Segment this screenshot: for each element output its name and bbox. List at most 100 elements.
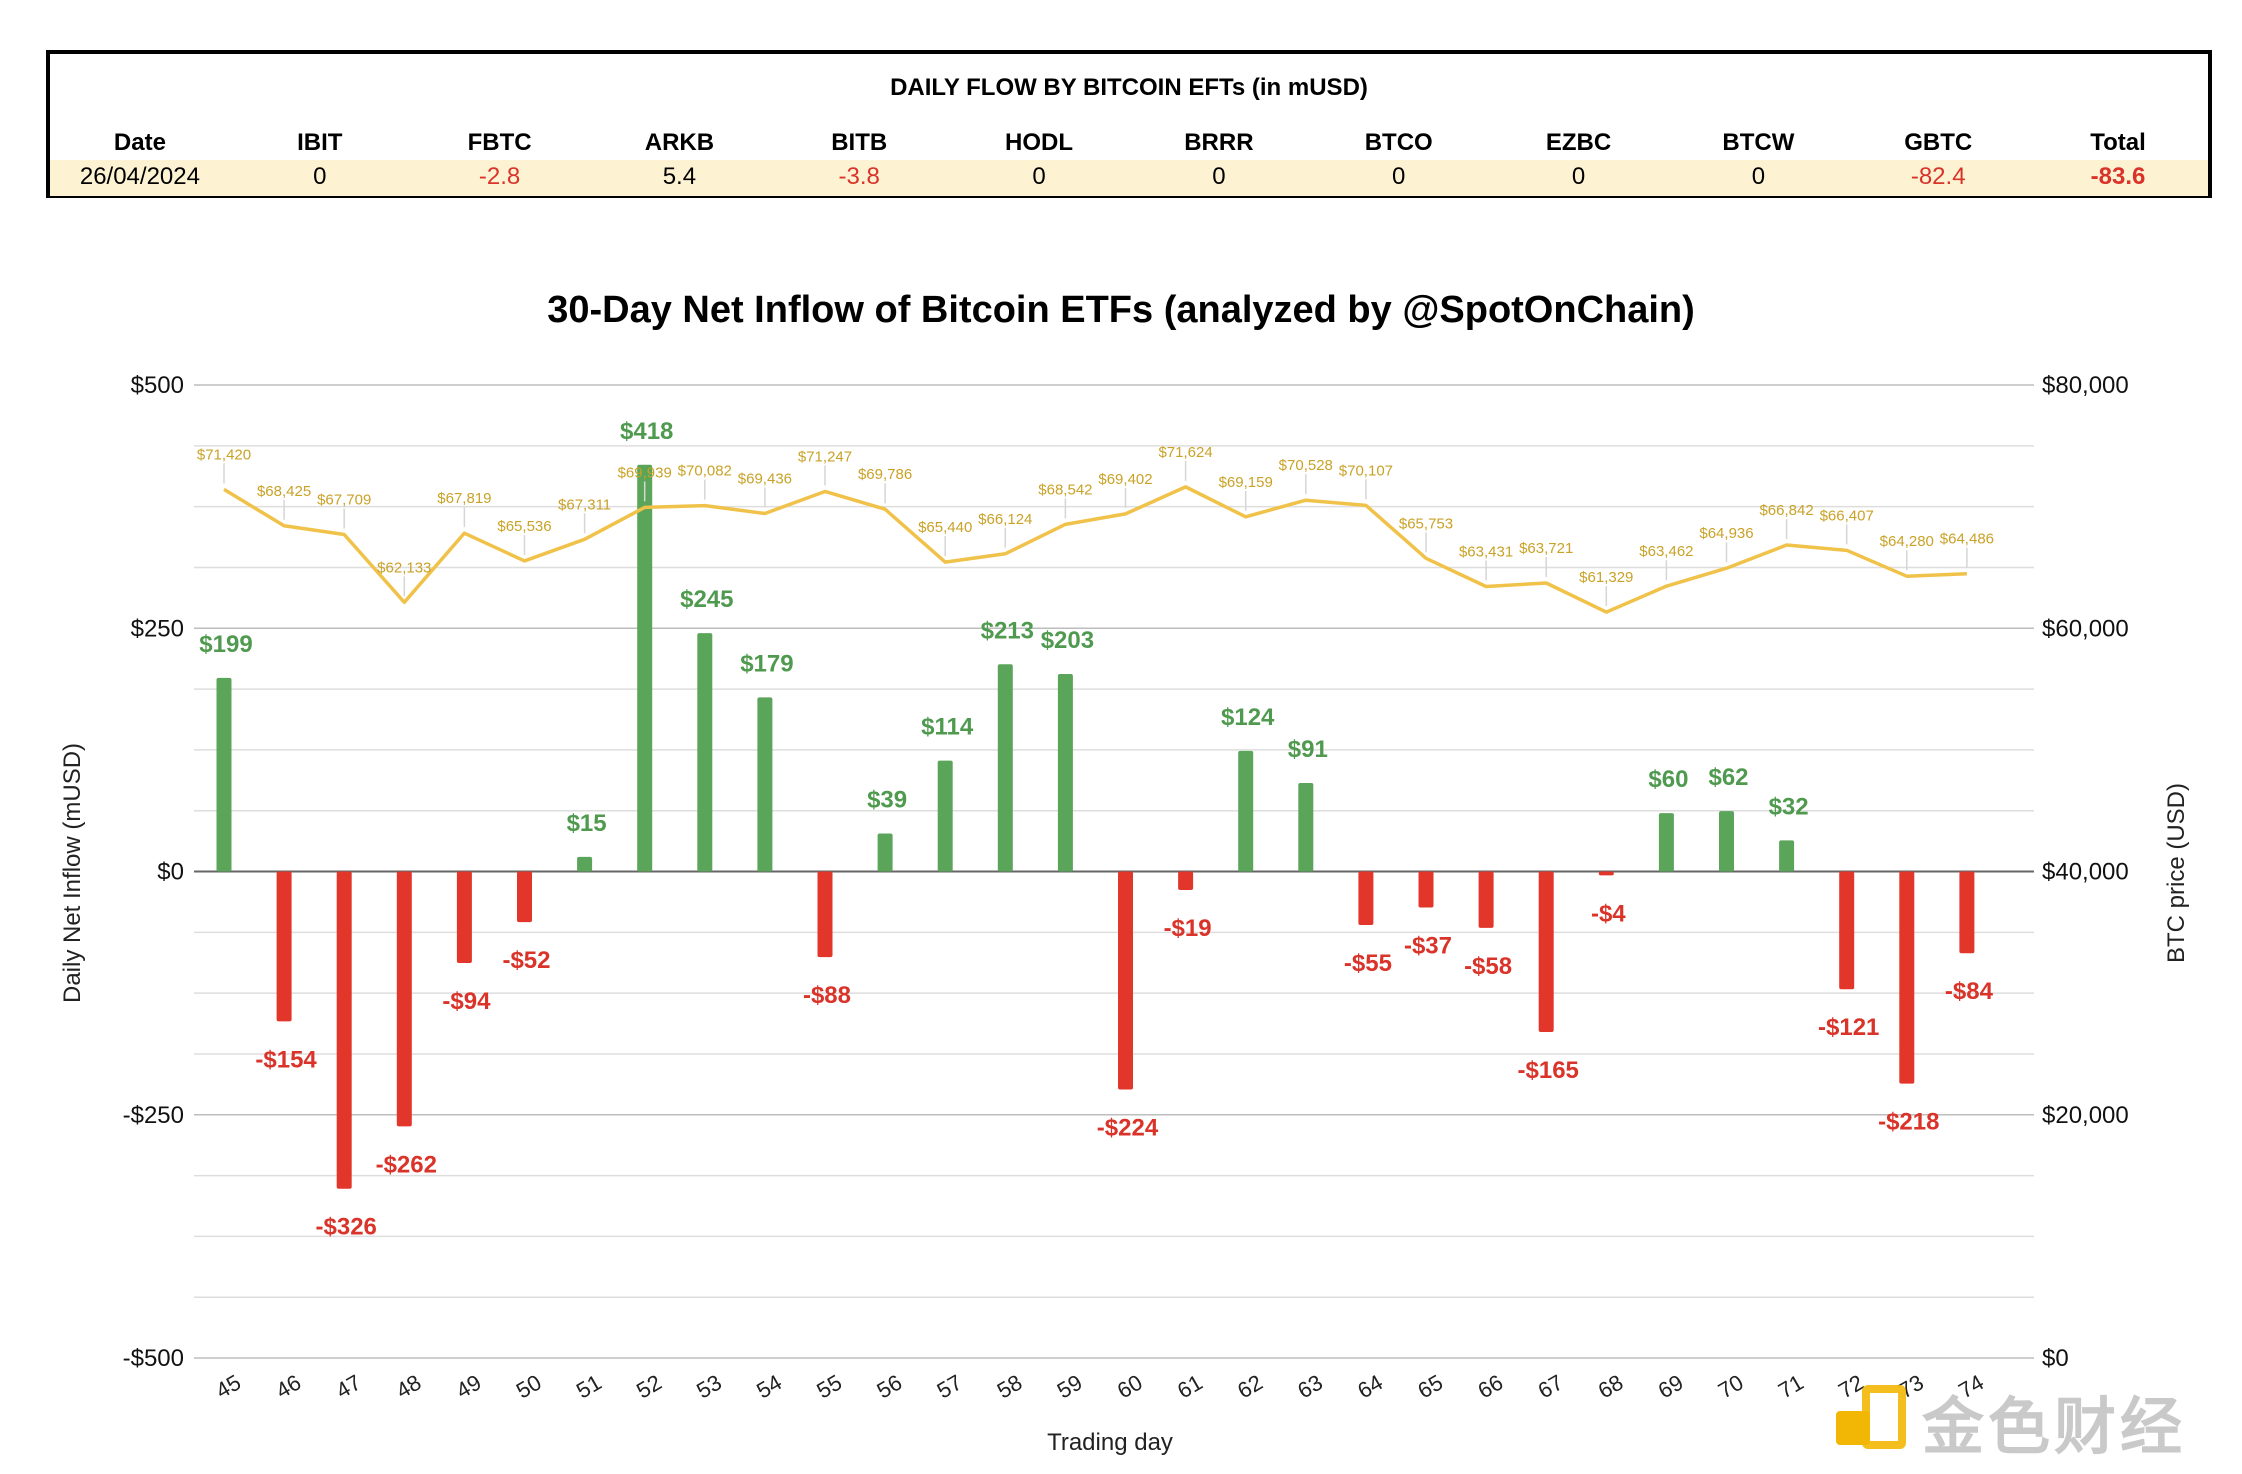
y2-tick-label: $0 xyxy=(2042,1345,2069,1372)
bar-value-label: -$84 xyxy=(1945,978,1994,1005)
x-tick-label: 45 xyxy=(211,1370,245,1404)
bar xyxy=(1118,871,1133,1090)
y-axis-label: Daily Net Inflow (mUSD) xyxy=(59,743,86,1003)
bar-value-label: $60 xyxy=(1648,766,1688,793)
bar xyxy=(697,633,713,872)
bar-value-label: $245 xyxy=(680,586,733,613)
bar-value-label: -$165 xyxy=(1518,1057,1579,1084)
price-label: $63,721 xyxy=(1519,540,1573,557)
x-tick-label: 55 xyxy=(812,1370,846,1404)
x-tick-label: 66 xyxy=(1473,1370,1507,1404)
price-label: $70,107 xyxy=(1339,462,1393,479)
cell-total: -83.6 xyxy=(2090,163,2146,190)
header-brrr: BRRR xyxy=(1184,129,1254,156)
price-label: $71,247 xyxy=(798,448,852,465)
x-tick-label: 67 xyxy=(1534,1370,1568,1404)
bar xyxy=(1658,813,1674,872)
bar-value-label: $91 xyxy=(1288,736,1328,763)
bar xyxy=(336,871,352,1189)
header-ezbc: EZBC xyxy=(1545,129,1612,156)
bar xyxy=(216,677,232,872)
x-tick-label: 54 xyxy=(752,1370,786,1404)
bar xyxy=(877,833,893,872)
table-data-row: 26/04/2024 0 -2.8 5.4 -3.8 0 0 0 0 0 -82… xyxy=(50,160,2208,196)
price-label: $69,939 xyxy=(618,464,672,481)
bar-value-label: -$4 xyxy=(1591,900,1626,927)
bar-series: $199 -$154 -$326 -$262 -$94 -$52 $15 $418 $245 $1… xyxy=(199,418,1993,1241)
x-axis-label: Trading day xyxy=(1047,1429,1173,1456)
watermark-logo-icon xyxy=(1836,1385,1908,1457)
x-tick-label: 60 xyxy=(1113,1370,1147,1404)
y2-tick-label: $20,000 xyxy=(2042,1102,2129,1129)
cell-arkb: 5.4 xyxy=(662,163,697,190)
header-bitb: BITB xyxy=(831,129,888,156)
price-label: $64,280 xyxy=(1880,533,1934,550)
bar-value-label: -$52 xyxy=(502,947,550,974)
bar xyxy=(1358,871,1374,926)
flow-table: DAILY FLOW BY BITCOIN EFTs (in mUSD) Dat… xyxy=(46,50,2212,198)
header-ibit: IBIT xyxy=(297,129,343,156)
bar-value-label: -$37 xyxy=(1404,933,1452,960)
bar xyxy=(577,856,593,872)
bar xyxy=(517,871,532,923)
y2-tick-label: $80,000 xyxy=(2042,372,2129,399)
bar-value-label: $179 xyxy=(740,650,793,677)
bar xyxy=(1598,871,1614,876)
price-label: $68,425 xyxy=(257,483,311,500)
price-label: $65,753 xyxy=(1399,515,1453,532)
header-fbtc: FBTC xyxy=(467,129,532,156)
bar xyxy=(1779,840,1795,872)
x-tick-label: 50 xyxy=(512,1370,546,1404)
price-label: $70,528 xyxy=(1279,457,1333,474)
x-tick-label: 46 xyxy=(271,1370,305,1404)
cell-gbtc: -82.4 xyxy=(1910,163,1966,190)
header-date: Date xyxy=(113,129,166,156)
bar xyxy=(1057,673,1073,872)
bar xyxy=(937,760,953,872)
price-label: $61,329 xyxy=(1579,569,1633,586)
bar-value-label: $124 xyxy=(1221,704,1275,731)
price-label: $64,936 xyxy=(1699,525,1753,542)
x-tick-label: 68 xyxy=(1594,1370,1628,1404)
bar xyxy=(637,464,653,872)
header-btcw: BTCW xyxy=(1722,129,1795,156)
y2-axis-label: BTC price (USD) xyxy=(2163,783,2190,963)
cell-fbtc: -2.8 xyxy=(478,163,521,190)
x-tick-label: 48 xyxy=(392,1370,426,1404)
price-label: $69,159 xyxy=(1219,474,1273,491)
bar-value-label: -$58 xyxy=(1464,953,1512,980)
price-label: $67,819 xyxy=(437,490,491,507)
y2-tick-label: $60,000 xyxy=(2042,615,2129,642)
bar xyxy=(817,871,833,958)
x-tick-label: 71 xyxy=(1774,1370,1808,1404)
bar-value-label: -$224 xyxy=(1097,1114,1159,1141)
price-label: $71,624 xyxy=(1158,444,1212,461)
price-label: $65,536 xyxy=(497,518,551,535)
header-hodl: HODL xyxy=(1005,129,1074,156)
price-label: $66,842 xyxy=(1759,502,1813,519)
bar xyxy=(757,697,773,872)
x-tick-label: 69 xyxy=(1654,1370,1688,1404)
bar-value-label: $203 xyxy=(1041,627,1094,654)
y2-tick-label: $40,000 xyxy=(2042,859,2129,886)
bar-value-label: -$121 xyxy=(1818,1014,1879,1041)
table-header-row: Date IBIT FBTC ARKB BITB HODL BRRR BTCO … xyxy=(50,126,2208,160)
price-label: $65,440 xyxy=(918,519,972,536)
x-tick-label: 70 xyxy=(1714,1370,1748,1404)
bar xyxy=(1478,871,1494,928)
table-title: DAILY FLOW BY BITCOIN EFTs (in mUSD) xyxy=(890,74,1368,101)
x-tick-label: 65 xyxy=(1413,1370,1447,1404)
bar-value-label: -$88 xyxy=(803,982,851,1009)
price-label: $69,786 xyxy=(858,466,912,483)
price-label: $71,420 xyxy=(197,446,251,463)
header-arkb: ARKB xyxy=(644,129,715,156)
price-label: $67,311 xyxy=(558,496,611,513)
price-label: $62,133 xyxy=(377,559,431,576)
x-axis-ticks: 45 46 47 48 49 50 51 52 53 54 55 56 57 58 59 60 61 62 63 64… xyxy=(211,1370,1988,1404)
price-label: $67,709 xyxy=(317,491,371,508)
x-tick-label: 56 xyxy=(872,1370,906,1404)
bar xyxy=(1298,782,1314,872)
price-label: $64,486 xyxy=(1940,531,1994,548)
cell-hodl: 0 xyxy=(1032,163,1046,190)
